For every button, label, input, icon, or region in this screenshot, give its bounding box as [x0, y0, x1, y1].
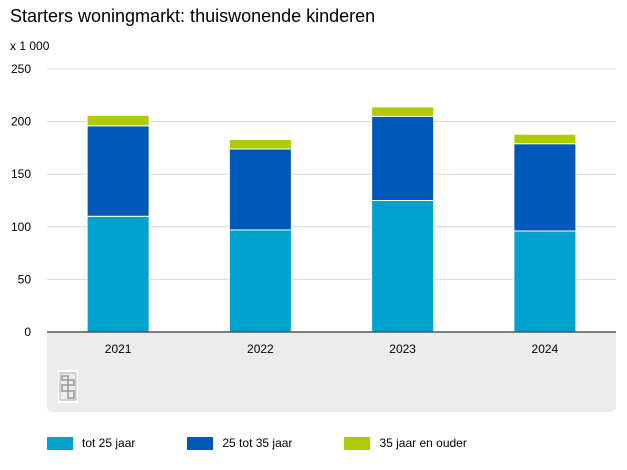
bar-2021-series-2	[86, 114, 150, 127]
y-tick-labels: 0 50 100 150 200 250	[11, 62, 31, 339]
chart-title: Starters woningmarkt: thuiswonende kinde…	[10, 6, 376, 26]
bar-2021-series-1	[86, 125, 150, 217]
bar-2022-series-2	[228, 138, 292, 150]
cbs-logo-icon	[58, 370, 78, 403]
bar-2024-series-1	[513, 143, 577, 232]
y-tick-label: 0	[24, 325, 31, 339]
bar-2021-series-0	[86, 215, 150, 333]
legend-item: 25 tot 35 jaar	[187, 436, 292, 450]
bar-2024-series-2	[513, 133, 577, 145]
bar-2023-series-1	[371, 115, 435, 201]
bar-2022-series-0	[228, 229, 292, 333]
legend-swatch	[47, 436, 73, 450]
legend-label: tot 25 jaar	[82, 436, 136, 450]
x-axis-band-top	[47, 332, 616, 342]
legend-item: tot 25 jaar	[47, 436, 135, 450]
y-tick-label: 200	[11, 115, 31, 129]
legend-label: 25 tot 35 jaar	[222, 436, 293, 450]
bar-2023-series-2	[371, 106, 435, 117]
y-tick-label: 100	[11, 220, 31, 234]
bars	[86, 106, 577, 333]
y-tick-label: 150	[11, 167, 31, 181]
bar-2023-series-0	[371, 200, 435, 333]
bar-2024-series-0	[513, 230, 577, 333]
x-tick-labels: 2021 2022 2023 2024	[105, 342, 559, 356]
legend-swatch	[344, 436, 371, 450]
y-tick-label: 50	[18, 272, 32, 286]
unit-label: x 1 000	[10, 39, 50, 53]
legend-item: 35 jaar en ouder	[344, 436, 467, 450]
legend-swatch	[187, 436, 214, 450]
x-tick-label: 2023	[389, 342, 416, 356]
legend: tot 25 jaar 25 tot 35 jaar 35 jaar en oude…	[47, 436, 519, 450]
bar-2022-series-1	[228, 148, 292, 231]
x-tick-label: 2021	[105, 342, 132, 356]
x-axis-band	[47, 332, 616, 412]
y-tick-label: 250	[11, 62, 31, 76]
x-tick-label: 2024	[532, 342, 559, 356]
x-tick-label: 2022	[247, 342, 274, 356]
legend-label: 35 jaar en ouder	[379, 436, 467, 450]
